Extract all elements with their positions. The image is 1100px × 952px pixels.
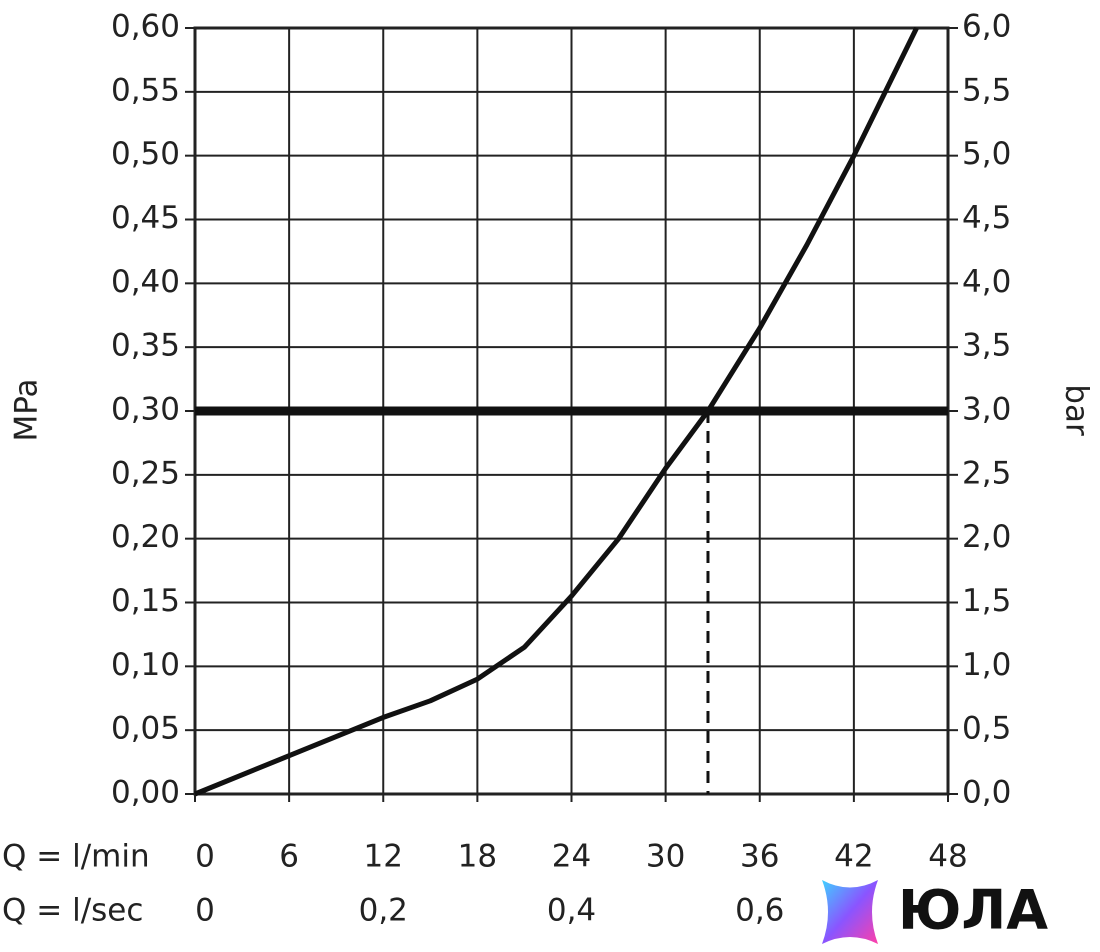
y2-tick-label: 2,5 [962,455,1011,491]
x2-tick-label: 0,6 [735,893,784,929]
x2-tick-label: 0 [195,893,215,929]
y2-tick-label: 0,0 [962,775,1011,811]
y2-tick-label: 2,0 [962,519,1011,555]
x2-tick-label: 0,2 [359,893,408,929]
y-tick-label: 0,00 [111,775,180,811]
x-tick-label: 30 [646,839,685,875]
x2-tick-label: 0,4 [547,893,596,929]
y-tick-label: 0,55 [111,72,180,108]
y-tick-label: 0,15 [111,583,180,619]
y-tick-label: 0,60 [111,9,180,45]
y2-tick-label: 4,5 [962,200,1011,236]
y2-tick-label: 1,5 [962,583,1011,619]
y2-tick-label: 5,0 [962,136,1011,172]
y-tick-label: 0,25 [111,455,180,491]
y-tick-label: 0,30 [111,392,180,428]
x-tick-label: 18 [458,839,497,875]
y-tick-label: 0,05 [111,711,180,747]
y2-tick-label: 6,0 [962,9,1011,45]
y2-tick-label: 3,5 [962,328,1011,364]
y-tick-label: 0,10 [111,647,180,683]
y-tick-label: 0,50 [111,136,180,172]
x-tick-label: 6 [279,839,299,875]
y-tick-label: 0,45 [111,200,180,236]
x-tick-label: 36 [740,839,779,875]
x2-axis-title: Q = l/sec [2,893,143,929]
y2-tick-label: 4,0 [962,264,1011,300]
y-tick-label: 0,35 [111,328,180,364]
y-axis-title: MPa [9,378,45,441]
curve [194,26,919,797]
x-tick-label: 0 [195,839,215,875]
y2-tick-label: 5,5 [962,72,1011,108]
x-tick-label: 42 [834,839,873,875]
x-axis-title: Q = l/min [2,839,150,875]
y2-tick-label: 1,0 [962,647,1011,683]
y2-tick-label: 0,5 [962,711,1011,747]
y2-axis-title: bar [1059,384,1095,436]
x-tick-label: 24 [552,839,591,875]
x-tick-label: 12 [364,839,403,875]
y2-tick-label: 3,0 [962,392,1011,428]
x-tick-label: 48 [928,839,967,875]
logo-text: ЮЛА [898,879,1048,942]
y-tick-label: 0,20 [111,519,180,555]
y-tick-label: 0,40 [111,264,180,300]
logo-icon [822,880,878,944]
